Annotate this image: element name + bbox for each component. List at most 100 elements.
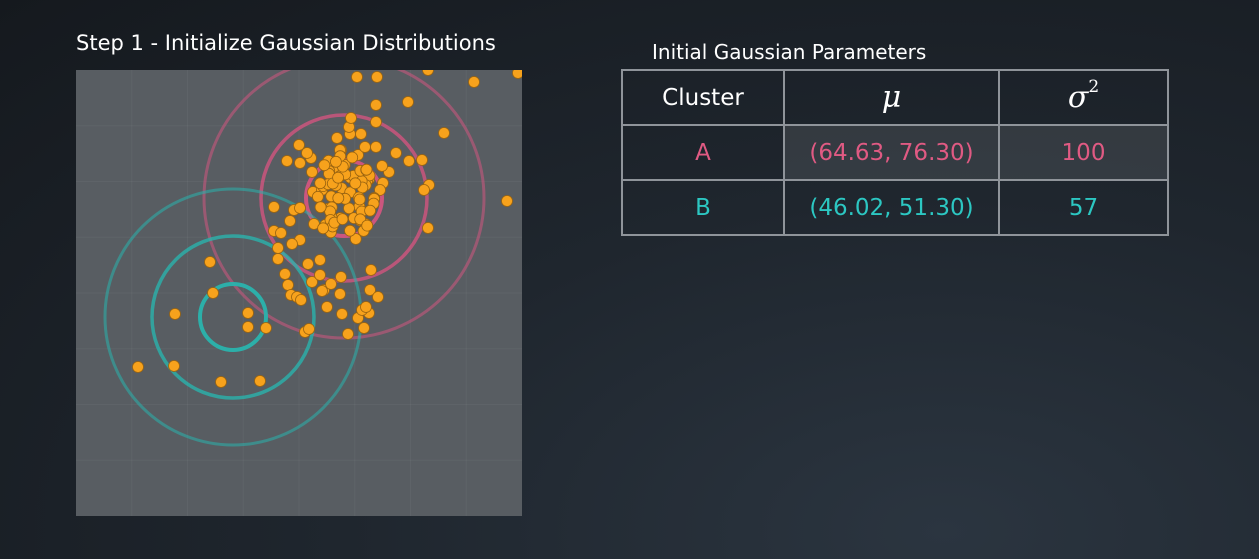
data-point xyxy=(402,96,414,108)
data-point xyxy=(346,151,359,164)
data-point xyxy=(355,128,367,140)
data-point xyxy=(422,222,434,234)
data-points xyxy=(132,70,522,388)
data-point xyxy=(204,256,216,268)
data-point xyxy=(365,264,377,276)
data-point xyxy=(169,308,181,320)
data-point xyxy=(303,323,315,335)
data-point xyxy=(272,242,284,254)
scatter-plot-canvas xyxy=(76,70,522,516)
data-point xyxy=(311,190,324,203)
data-point xyxy=(374,184,386,196)
data-point xyxy=(272,253,284,265)
data-point xyxy=(438,127,450,139)
cluster-a-mu: (64.63, 76.30) xyxy=(783,124,1000,181)
data-point xyxy=(331,132,343,144)
data-point xyxy=(349,177,362,190)
data-point xyxy=(512,70,522,79)
data-point xyxy=(403,155,415,167)
data-point xyxy=(260,322,272,334)
cluster-a-label: A xyxy=(621,124,785,181)
sigma-symbol: σ2 xyxy=(1067,77,1100,115)
data-point xyxy=(316,285,328,297)
data-point xyxy=(370,141,382,153)
data-point xyxy=(342,328,354,340)
data-point xyxy=(301,147,313,159)
data-point xyxy=(376,160,388,172)
mu-symbol: μ xyxy=(881,80,902,115)
data-point xyxy=(364,204,377,217)
cluster-a-sigma2: 100 xyxy=(998,124,1169,181)
data-point xyxy=(207,287,219,299)
data-point xyxy=(314,177,327,190)
sigma-exponent: 2 xyxy=(1088,77,1100,97)
data-point xyxy=(334,288,346,300)
scatter-plot xyxy=(76,70,522,516)
sigma-letter: σ xyxy=(1067,80,1089,115)
data-point xyxy=(325,278,337,290)
table-title: Initial Gaussian Parameters xyxy=(652,40,927,64)
data-point xyxy=(215,376,227,388)
data-point xyxy=(242,321,254,333)
data-point xyxy=(286,238,298,250)
data-point xyxy=(418,184,430,196)
plot-title: Step 1 - Initialize Gaussian Distributio… xyxy=(76,31,496,55)
data-point xyxy=(390,147,402,159)
data-point xyxy=(295,294,307,306)
data-point xyxy=(351,71,363,83)
data-point xyxy=(294,202,306,214)
data-point xyxy=(314,254,326,266)
data-point xyxy=(317,222,330,235)
data-point xyxy=(335,271,347,283)
data-point xyxy=(336,213,349,226)
data-point xyxy=(329,155,342,168)
data-point xyxy=(284,215,296,227)
header-sigma-squared: σ2 xyxy=(998,69,1169,126)
data-point xyxy=(306,166,318,178)
data-point xyxy=(132,361,144,373)
data-point xyxy=(281,155,293,167)
data-point xyxy=(302,258,314,270)
table-header-row: Cluster μ σ2 xyxy=(621,69,1169,126)
table-row-cluster-a: A (64.63, 76.30) 100 xyxy=(621,124,1169,181)
data-point xyxy=(336,308,348,320)
data-point xyxy=(254,375,266,387)
data-point xyxy=(332,192,345,205)
data-point xyxy=(371,71,383,83)
header-mu: μ xyxy=(783,69,1000,126)
data-point xyxy=(353,193,366,206)
cluster-b-sigma2: 57 xyxy=(998,179,1169,236)
data-point xyxy=(294,157,306,169)
data-point xyxy=(282,279,294,291)
data-point xyxy=(242,307,254,319)
data-point xyxy=(168,360,180,372)
data-point xyxy=(332,171,345,184)
gaussian-b-middle-ring xyxy=(150,234,316,400)
data-point xyxy=(360,301,372,313)
cluster-b-mu: (46.02, 51.30) xyxy=(783,179,1000,236)
data-point xyxy=(416,154,428,166)
data-point xyxy=(275,227,287,239)
data-point xyxy=(360,163,373,176)
data-point xyxy=(345,112,357,124)
data-point xyxy=(372,291,384,303)
cluster-b-label: B xyxy=(621,179,785,236)
table-row-cluster-b: B (46.02, 51.30) 57 xyxy=(621,179,1169,236)
data-point xyxy=(293,139,305,151)
data-point xyxy=(318,159,331,172)
data-point xyxy=(359,141,371,153)
parameters-table: Cluster μ σ2 A (64.63, 76.30) 100 B (46.… xyxy=(621,69,1169,236)
data-point xyxy=(321,301,333,313)
data-point xyxy=(349,233,362,245)
header-cluster: Cluster xyxy=(621,69,785,126)
data-point xyxy=(468,76,480,88)
data-point xyxy=(268,201,280,213)
data-point xyxy=(361,219,374,232)
data-point xyxy=(364,284,376,296)
gaussian-b-inner-ring xyxy=(198,282,268,352)
data-point xyxy=(314,201,327,214)
data-point xyxy=(358,322,370,334)
data-point xyxy=(344,224,356,237)
data-point xyxy=(314,269,326,281)
data-point xyxy=(279,268,291,280)
